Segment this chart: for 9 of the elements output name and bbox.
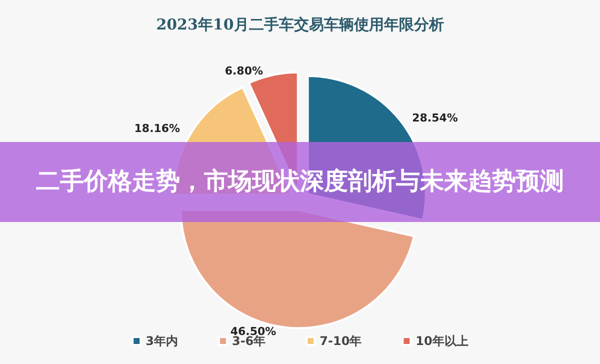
data-label: 18.16% — [134, 122, 180, 136]
legend-label: 10年以上 — [416, 334, 468, 348]
data-label: 28.54% — [412, 111, 458, 124]
legend-label: 7-10年 — [320, 334, 362, 348]
legend-label: 3-6年 — [232, 334, 266, 348]
legend-label: 3年内 — [146, 334, 178, 348]
chart-title: 2023年10月二手车交易车辆使用年限分析 — [156, 16, 444, 34]
text: 二手价格走势，市场现状深度剖析与未来趋势预测 — [0, 142, 600, 222]
data-label: 6.80% — [224, 64, 264, 78]
